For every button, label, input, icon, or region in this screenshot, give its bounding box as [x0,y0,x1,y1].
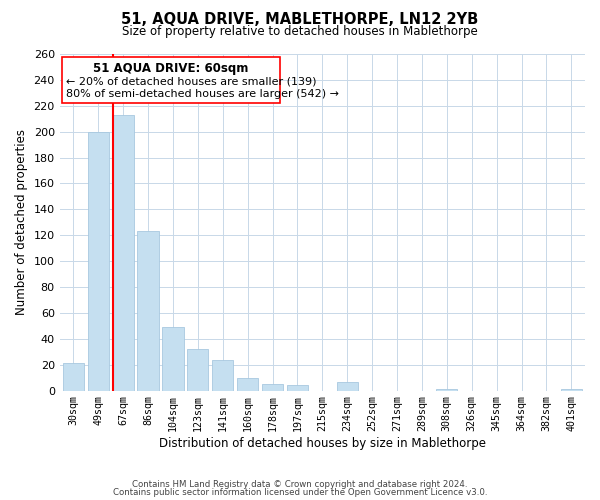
Bar [237,378,258,390]
Bar [88,132,109,390]
Bar [187,349,208,391]
Bar [287,386,308,390]
Bar [163,327,184,390]
Text: 51 AQUA DRIVE: 60sqm: 51 AQUA DRIVE: 60sqm [94,62,249,75]
Text: Size of property relative to detached houses in Mablethorpe: Size of property relative to detached ho… [122,25,478,38]
Text: Contains public sector information licensed under the Open Government Licence v3: Contains public sector information licen… [113,488,487,497]
FancyBboxPatch shape [62,56,280,103]
X-axis label: Distribution of detached houses by size in Mablethorpe: Distribution of detached houses by size … [159,437,486,450]
Y-axis label: Number of detached properties: Number of detached properties [15,130,28,316]
Bar [113,115,134,390]
Text: 51, AQUA DRIVE, MABLETHORPE, LN12 2YB: 51, AQUA DRIVE, MABLETHORPE, LN12 2YB [121,12,479,28]
Bar [262,384,283,390]
Bar [337,382,358,390]
Text: 80% of semi-detached houses are larger (542) →: 80% of semi-detached houses are larger (… [66,89,339,99]
Bar [137,232,158,390]
Text: Contains HM Land Registry data © Crown copyright and database right 2024.: Contains HM Land Registry data © Crown c… [132,480,468,489]
Text: ← 20% of detached houses are smaller (139): ← 20% of detached houses are smaller (13… [66,76,316,86]
Bar [63,364,84,390]
Bar [212,360,233,390]
